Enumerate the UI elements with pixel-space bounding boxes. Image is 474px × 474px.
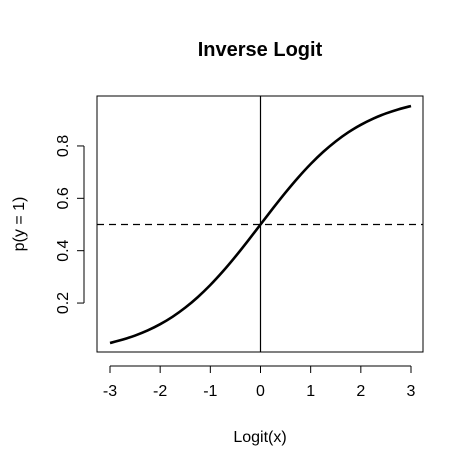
x-tick-label: -3	[103, 383, 117, 400]
inverse-logit-curve	[109, 104, 412, 345]
x-axis: -3 -2 -1 0 1 2 3	[103, 365, 416, 400]
x-tick-label: 2	[356, 383, 365, 400]
x-axis-label: Logit(x)	[233, 429, 286, 446]
chart-title: Inverse Logit	[198, 39, 323, 61]
x-tick-label: 3	[407, 383, 416, 400]
y-tick-label: 0.4	[55, 239, 72, 261]
x-tick-label: 0	[256, 383, 265, 400]
x-tick-label: 1	[306, 383, 315, 400]
x-tick-label: -2	[153, 383, 167, 400]
series-layer	[109, 104, 412, 345]
y-tick-label: 0.2	[55, 292, 72, 314]
x-tick-label: -1	[203, 383, 217, 400]
y-axis: 0.2 0.4 0.6 0.8	[55, 135, 85, 314]
y-axis-label: p(y = 1)	[11, 197, 28, 252]
y-tick-label: 0.6	[55, 187, 72, 209]
y-tick-label: 0.8	[55, 135, 72, 157]
